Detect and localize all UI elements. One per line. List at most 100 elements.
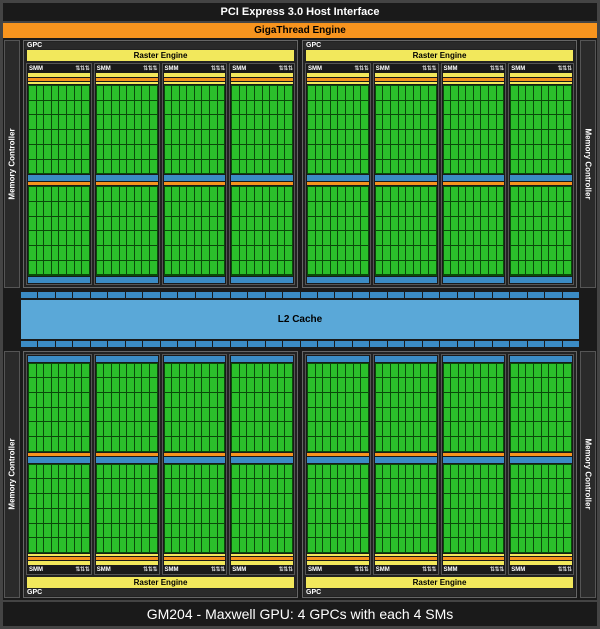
register-bar [307, 82, 369, 84]
gpu-block-diagram: PCI Express 3.0 Host Interface GigaThrea… [0, 0, 600, 629]
warp-scheduler-bar [96, 73, 158, 77]
smm-label: SMM⇅ ⇅ ⇅ [164, 65, 226, 72]
dispatch-arrows-icon: ⇅ ⇅ ⇅ [422, 566, 435, 573]
warp-scheduler-bar [28, 73, 90, 77]
cuda-core-grid [28, 186, 90, 275]
cuda-core-grid [443, 363, 505, 452]
sm-block: SMM⇅ ⇅ ⇅ [26, 354, 92, 576]
warp-scheduler-bar [443, 73, 505, 77]
smm-label: SMM⇅ ⇅ ⇅ [28, 566, 90, 573]
warp-scheduler-bar [164, 73, 226, 77]
l1-cache-bar [164, 277, 226, 283]
smm-label: SMM⇅ ⇅ ⇅ [164, 566, 226, 573]
dispatch-arrows-icon: ⇅ ⇅ ⇅ [211, 65, 224, 72]
shared-mem-bar [307, 457, 369, 463]
dispatch-bar [307, 557, 369, 560]
warp-scheduler-bar [28, 561, 90, 565]
warp-scheduler-bar [307, 561, 369, 565]
sm-row: SMM⇅ ⇅ ⇅SMM⇅ ⇅ ⇅SMM⇅ ⇅ ⇅SMM⇅ ⇅ ⇅ [25, 62, 296, 286]
smm-label: SMM⇅ ⇅ ⇅ [231, 65, 293, 72]
dispatch-bar [231, 78, 293, 81]
raster-engine: Raster Engine [27, 577, 294, 588]
sm-row: SMM⇅ ⇅ ⇅ SMM⇅ ⇅ ⇅ SMM⇅ ⇅ ⇅ SMM⇅ ⇅ ⇅ [25, 353, 296, 577]
tex-bar [307, 453, 369, 456]
sm-block: SMM⇅ ⇅ ⇅ [229, 354, 295, 576]
cuda-core-grid [307, 186, 369, 275]
chip-body: Memory Controller GPCRaster EngineSMM⇅ ⇅… [3, 38, 597, 600]
cuda-core-grid [164, 85, 226, 174]
tex-bar [443, 453, 505, 456]
smm-label: SMM⇅ ⇅ ⇅ [307, 566, 369, 573]
tex-bar [375, 182, 437, 185]
shared-mem-bar [231, 175, 293, 181]
cuda-core-grid [96, 464, 158, 553]
register-bar [510, 554, 572, 556]
l1-cache-bar [510, 356, 572, 362]
dispatch-arrows-icon: ⇅ ⇅ ⇅ [279, 566, 292, 573]
register-bar [96, 82, 158, 84]
dispatch-bar [307, 78, 369, 81]
tex-bar [375, 453, 437, 456]
sm-block: SMM⇅ ⇅ ⇅ [441, 354, 507, 576]
sm-block: SMM⇅ ⇅ ⇅ [94, 63, 160, 285]
register-bar [375, 554, 437, 556]
sm-block: SMM⇅ ⇅ ⇅ [26, 63, 92, 285]
shared-mem-bar [28, 457, 90, 463]
dispatch-arrows-icon: ⇅ ⇅ ⇅ [75, 566, 88, 573]
l1-cache-bar [510, 277, 572, 283]
shared-mem-bar [443, 175, 505, 181]
tex-bar [164, 453, 226, 456]
l2-region: L2 Cache [3, 290, 597, 349]
tex-bar [96, 453, 158, 456]
gpc-block: GPCRaster EngineSMM⇅ ⇅ ⇅SMM⇅ ⇅ ⇅SMM⇅ ⇅ ⇅… [302, 351, 577, 599]
register-bar [231, 82, 293, 84]
cuda-core-grid [443, 85, 505, 174]
shared-mem-bar [510, 457, 572, 463]
smm-label: SMM⇅ ⇅ ⇅ [307, 65, 369, 72]
gpc-label: GPC [25, 589, 296, 596]
dispatch-bar [96, 557, 158, 560]
cuda-core-grid [510, 85, 572, 174]
sm-block: SMM⇅ ⇅ ⇅ [373, 63, 439, 285]
tex-bar [28, 453, 90, 456]
shared-mem-bar [307, 175, 369, 181]
dispatch-arrows-icon: ⇅ ⇅ ⇅ [422, 65, 435, 72]
dispatch-bar [443, 557, 505, 560]
l1-cache-bar [443, 356, 505, 362]
cuda-core-grid [231, 186, 293, 275]
l1-cache-bar [28, 277, 90, 283]
warp-scheduler-bar [164, 561, 226, 565]
cuda-core-grid [231, 363, 293, 452]
cuda-core-grid [28, 85, 90, 174]
tex-bar [510, 453, 572, 456]
shared-mem-bar [375, 457, 437, 463]
warp-scheduler-bar [96, 561, 158, 565]
smm-label: SMM⇅ ⇅ ⇅ [231, 566, 293, 573]
warp-scheduler-bar [443, 561, 505, 565]
dispatch-arrows-icon: ⇅ ⇅ ⇅ [211, 566, 224, 573]
cuda-core-grid [28, 464, 90, 553]
tex-bar [307, 182, 369, 185]
warp-scheduler-bar [231, 73, 293, 77]
sm-block: SMM⇅ ⇅ ⇅ [94, 354, 160, 576]
smm-label: SMM⇅ ⇅ ⇅ [443, 566, 505, 573]
register-bar [231, 554, 293, 556]
l1-cache-bar [96, 356, 158, 362]
gpc-block: GPCRaster EngineSMM⇅ ⇅ ⇅SMM⇅ ⇅ ⇅SMM⇅ ⇅ ⇅… [302, 40, 577, 288]
l1-cache-bar [443, 277, 505, 283]
smm-label: SMM⇅ ⇅ ⇅ [510, 566, 572, 573]
memory-controller-tl: Memory Controller [4, 40, 20, 288]
l1-cache-bar [164, 356, 226, 362]
gpc-block: GPCRaster EngineSMM⇅ ⇅ ⇅SMM⇅ ⇅ ⇅SMM⇅ ⇅ ⇅… [23, 40, 298, 288]
gpc-label: GPC [304, 42, 575, 49]
dispatch-arrows-icon: ⇅ ⇅ ⇅ [143, 566, 156, 573]
register-bar [510, 82, 572, 84]
dispatch-bar [375, 78, 437, 81]
raster-engine: Raster Engine [306, 577, 573, 588]
smm-label: SMM⇅ ⇅ ⇅ [375, 65, 437, 72]
sm-row: SMM⇅ ⇅ ⇅SMM⇅ ⇅ ⇅SMM⇅ ⇅ ⇅SMM⇅ ⇅ ⇅ [304, 62, 575, 286]
sm-block: SMM⇅ ⇅ ⇅ [441, 63, 507, 285]
dispatch-bar [28, 78, 90, 81]
dispatch-arrows-icon: ⇅ ⇅ ⇅ [75, 65, 88, 72]
dispatch-bar [375, 557, 437, 560]
